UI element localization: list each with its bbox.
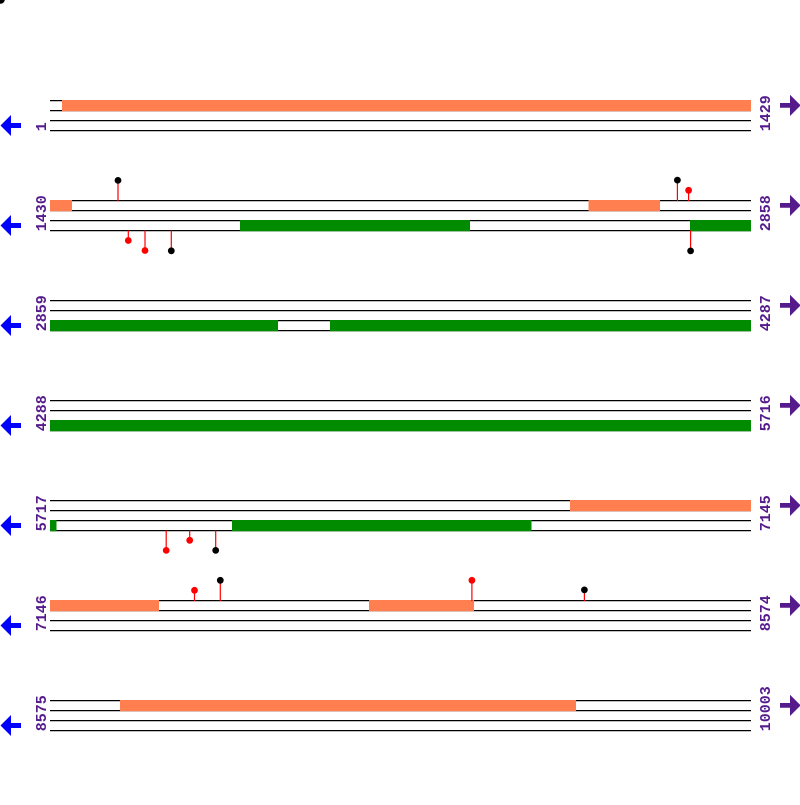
svg-text:2858: 2858	[758, 195, 775, 231]
svg-text:5717: 5717	[34, 495, 51, 531]
svg-text:1429: 1429	[758, 95, 775, 131]
svg-text:8574: 8574	[758, 595, 775, 631]
svg-text:4287: 4287	[758, 295, 775, 331]
svg-text:7146: 7146	[34, 595, 51, 631]
svg-text:5716: 5716	[758, 395, 775, 431]
svg-text:2859: 2859	[34, 295, 51, 331]
svg-text:1: 1	[34, 122, 51, 131]
svg-text:10003: 10003	[758, 686, 775, 731]
svg-text:7145: 7145	[758, 495, 775, 531]
svg-text:8575: 8575	[34, 695, 51, 731]
svg-text:1430: 1430	[34, 195, 51, 231]
svg-text:4288: 4288	[34, 395, 51, 431]
